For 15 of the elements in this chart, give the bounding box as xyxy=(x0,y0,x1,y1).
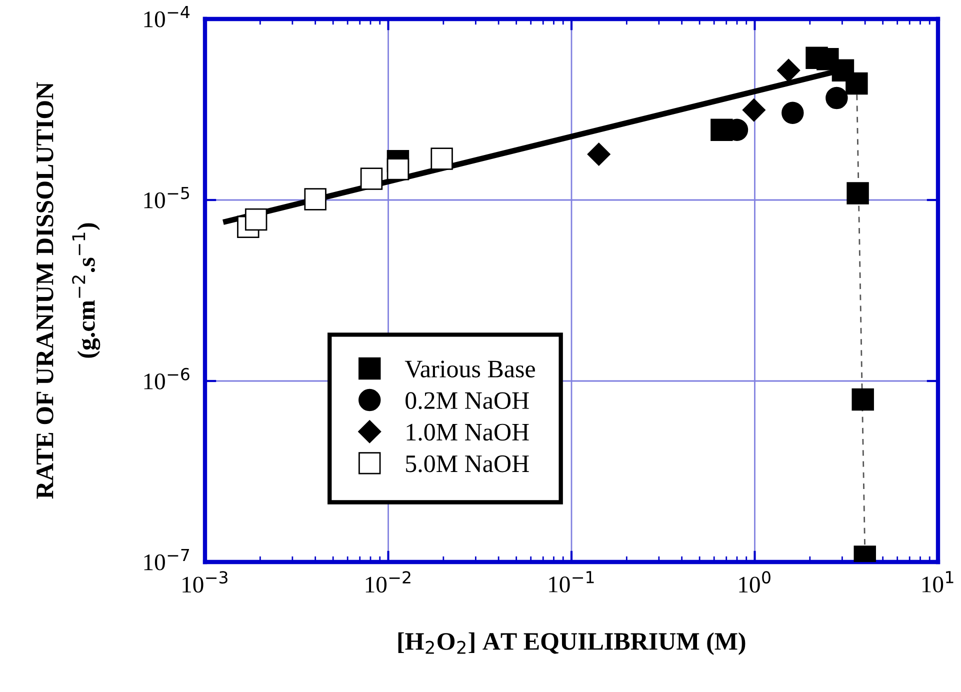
x-tick-label: 10$^{−1}$ xyxy=(549,571,594,592)
legend-label: 0.2M NaOH xyxy=(406,392,529,410)
legend-label: Various Base xyxy=(404,360,535,378)
y-tick-label: 10$^{−4}$ xyxy=(144,6,190,28)
y-tick-label: 10$^{−6}$ xyxy=(144,368,190,390)
x-axis-title: [H$_{2}$O$_{2}$] AT EQUILIBRIUM (M) xyxy=(398,632,746,656)
x-tick-label: 10$^{1}$ xyxy=(922,571,954,592)
x-tick-label: 10$^{−2}$ xyxy=(366,571,410,593)
legend-label: 1.0M NaOH xyxy=(406,424,529,441)
y-tick-label: 10$^{−5}$ xyxy=(144,186,189,208)
y-axis-title: RATE OF URANIUM DISSOLUTION (g.cm$^{−2}$.s$^{−1}$) xyxy=(36,82,100,499)
x-tick-label: 10$^{0}$ xyxy=(739,571,770,593)
x-tick-label: 10$^{−3}$ xyxy=(182,571,228,593)
legend-label: 5.0M NaOH xyxy=(406,455,529,472)
y-tick-label: 10$^{−7}$ xyxy=(144,548,190,570)
